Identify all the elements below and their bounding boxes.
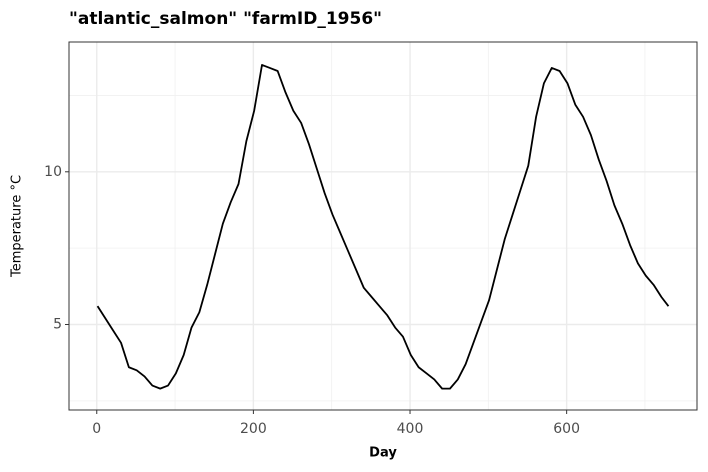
x-tick-label: 200 bbox=[240, 421, 267, 437]
grid bbox=[69, 42, 697, 410]
y-axis-title: Temperature °C bbox=[10, 175, 25, 278]
line bbox=[96, 64, 670, 390]
y-tick-label: 10 bbox=[44, 164, 62, 180]
chart-title: "atlantic_salmon" "farmID_1956" bbox=[69, 9, 382, 29]
panel-border bbox=[68, 41, 698, 411]
x-tick-label: 400 bbox=[397, 421, 424, 437]
x-axis-title: Day bbox=[369, 446, 397, 461]
marks bbox=[96, 64, 670, 390]
x-tick-label: 0 bbox=[92, 421, 101, 437]
x-tick-label: 600 bbox=[553, 421, 580, 437]
y-tick-label: 5 bbox=[53, 316, 62, 332]
